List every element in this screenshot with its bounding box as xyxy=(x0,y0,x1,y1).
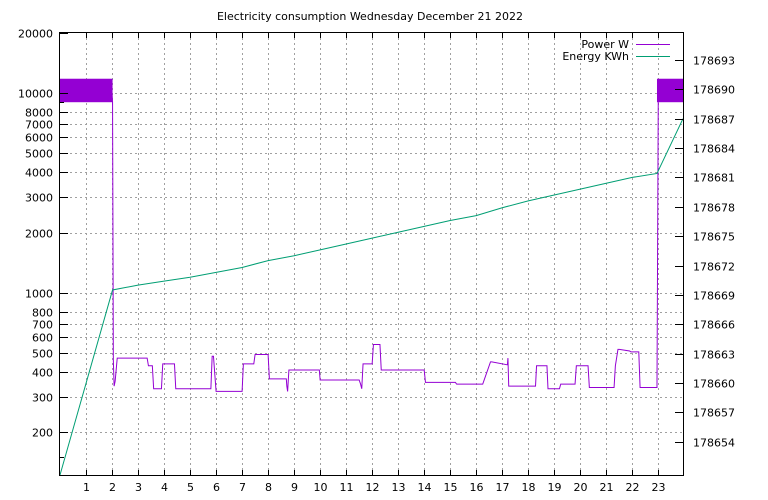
x-tick-label: 3 xyxy=(135,481,142,494)
y-tick-label: 400 xyxy=(32,367,53,380)
y-tick-label: 600 xyxy=(32,332,53,345)
x-tick-label: 8 xyxy=(265,481,272,494)
y2-tick-label: 178675 xyxy=(693,231,735,244)
y-tick-label: 3000 xyxy=(25,192,53,205)
y2-tick-label: 178672 xyxy=(693,261,735,274)
y-tick-label: 500 xyxy=(32,348,53,361)
x-tick-label: 4 xyxy=(161,481,168,494)
y-tick-label: 700 xyxy=(32,319,53,332)
x-tick-label: 21 xyxy=(600,481,614,494)
y-tick-label: 10000 xyxy=(18,88,53,101)
series-line-energy-kwh xyxy=(59,118,684,476)
y2-tick-label: 178678 xyxy=(693,202,735,215)
x-tick-label: 12 xyxy=(366,481,380,494)
series-layer xyxy=(59,92,684,476)
y2-tick-label: 178690 xyxy=(693,84,735,97)
x-tick-label: 20 xyxy=(574,481,588,494)
x-tick-label: 16 xyxy=(470,481,484,494)
y-axis-right: 178654 178657 178660 178663 178666 178669 1786… xyxy=(675,55,735,450)
y-tick-label: 200 xyxy=(32,427,53,440)
y-tick-label: 4000 xyxy=(25,167,53,180)
x-tick-label: 18 xyxy=(522,481,536,494)
x-tick-label: 19 xyxy=(548,481,562,494)
x-tick-label: 17 xyxy=(496,481,510,494)
power-band-left xyxy=(60,78,113,103)
y-tick-label: 8000 xyxy=(25,107,53,120)
x-tick-label: 1 xyxy=(83,481,90,494)
series-line-power-w xyxy=(60,92,683,392)
y-tick-label: 1000 xyxy=(25,288,53,301)
x-tick-label: 15 xyxy=(444,481,458,494)
x-tick-label: 13 xyxy=(392,481,406,494)
x-tick-label: 22 xyxy=(626,481,640,494)
x-axis: 1 2 3 4 5 6 7 8 9 10 11 12 13 14 15 16 17 18 19 20 21 22 23 xyxy=(83,33,666,494)
power-band-right xyxy=(656,78,683,103)
y-tick-label: 2000 xyxy=(25,228,53,241)
y2-tick-label: 178654 xyxy=(693,437,735,450)
y2-tick-label: 178693 xyxy=(693,55,735,68)
y2-tick-label: 178669 xyxy=(693,290,735,303)
x-tick-label: 9 xyxy=(291,481,298,494)
chart-title: Electricity consumption Wednesday Decemb… xyxy=(217,10,523,23)
legend-label: Energy KWh xyxy=(562,50,629,63)
y2-tick-label: 178657 xyxy=(693,407,735,420)
x-tick-label: 7 xyxy=(239,481,246,494)
y-tick-label: 800 xyxy=(32,307,53,320)
x-tick-label: 14 xyxy=(418,481,432,494)
y-tick-label: 20000 xyxy=(18,28,53,41)
x-tick-label: 10 xyxy=(314,481,328,494)
y2-tick-label: 178684 xyxy=(693,143,735,156)
y2-tick-label: 178663 xyxy=(693,349,735,362)
y-tick-label: 5000 xyxy=(25,148,53,161)
plot-frame xyxy=(59,32,684,476)
x-tick-label: 11 xyxy=(340,481,354,494)
grid xyxy=(60,33,683,475)
power-bands xyxy=(60,78,683,103)
y2-tick-label: 178666 xyxy=(693,319,735,332)
y2-tick-label: 178687 xyxy=(693,114,735,127)
y-tick-label: 6000 xyxy=(25,132,53,145)
y-tick-label: 300 xyxy=(32,392,53,405)
y2-tick-label: 178660 xyxy=(693,378,735,391)
x-tick-label: 23 xyxy=(652,481,666,494)
x-tick-label: 5 xyxy=(187,481,194,494)
x-tick-label: 2 xyxy=(109,481,116,494)
y2-tick-label: 178681 xyxy=(693,172,735,185)
legend-label: Power W xyxy=(581,38,629,51)
y-tick-label: 7000 xyxy=(25,119,53,132)
x-tick-label: 6 xyxy=(213,481,220,494)
